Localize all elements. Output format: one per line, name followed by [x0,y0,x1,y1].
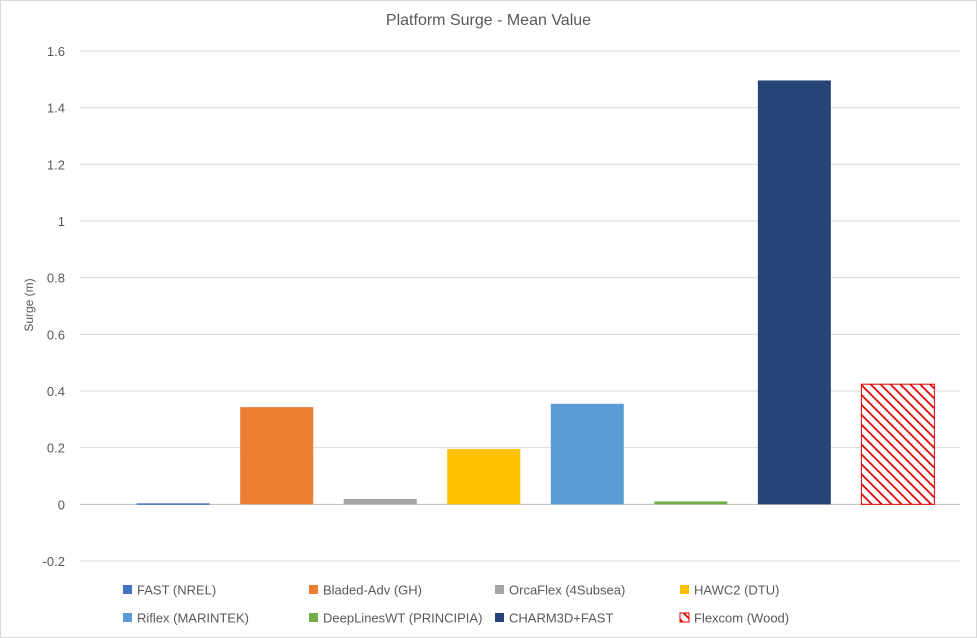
y-tick-label: 1.2 [47,157,65,172]
legend-label: Riflex (MARINTEK) [137,611,249,626]
bars [136,80,935,505]
legend-swatch [309,585,318,594]
legend: FAST (NREL) Bladed-Adv (GH) OrcaFlex (4Sub… [123,583,789,626]
y-tick-label: 0.6 [47,327,65,342]
legend-label: DeepLinesWT (PRINCIPIA) [323,611,482,626]
y-tick-label: 0 [58,497,65,512]
legend-label: CHARM3D+FAST [509,611,613,626]
legend-label: OrcaFlex (4Subsea) [509,583,625,598]
y-tick-label: 1.4 [47,101,65,116]
bar-riflex-marintek [550,403,624,505]
legend-swatch [309,613,318,622]
bar-orcaflex-4subsea [343,498,417,505]
y-tick-label: 0.8 [47,271,65,286]
bar-hawc2-dtu [447,449,521,505]
legend-label: HAWC2 (DTU) [694,583,779,598]
y-tick-label: 0.2 [47,441,65,456]
bar-charm3d-fast [757,80,831,505]
y-tick-label: 1 [58,214,65,229]
legend-swatch [495,613,504,622]
y-tick-label: -0.2 [43,554,65,569]
y-tick-label: 0.4 [47,384,65,399]
bar-bladed-adv-gh [240,407,314,505]
bar-fast-nrel [136,503,210,505]
y-axis-ticks: 1.6 1.4 1.2 1 0.8 0.6 0.4 0.2 0 -0.2 [43,44,65,569]
legend-label: FAST (NREL) [137,583,216,598]
legend-label: Flexcom (Wood) [694,611,789,626]
chart-title: Platform Surge - Mean Value [385,12,592,29]
y-axis-title: Surge (m) [22,278,36,331]
legend-label: Bladed-Adv (GH) [323,583,422,598]
legend-swatch [680,585,689,594]
bar-deeplineswt-principia [654,501,728,505]
y-tick-label: 1.6 [47,44,65,59]
legend-swatch [495,585,504,594]
legend-swatch [123,585,132,594]
legend-swatch [679,612,690,623]
legend-swatch [123,613,132,622]
bar-flexcom-wood [860,383,935,505]
